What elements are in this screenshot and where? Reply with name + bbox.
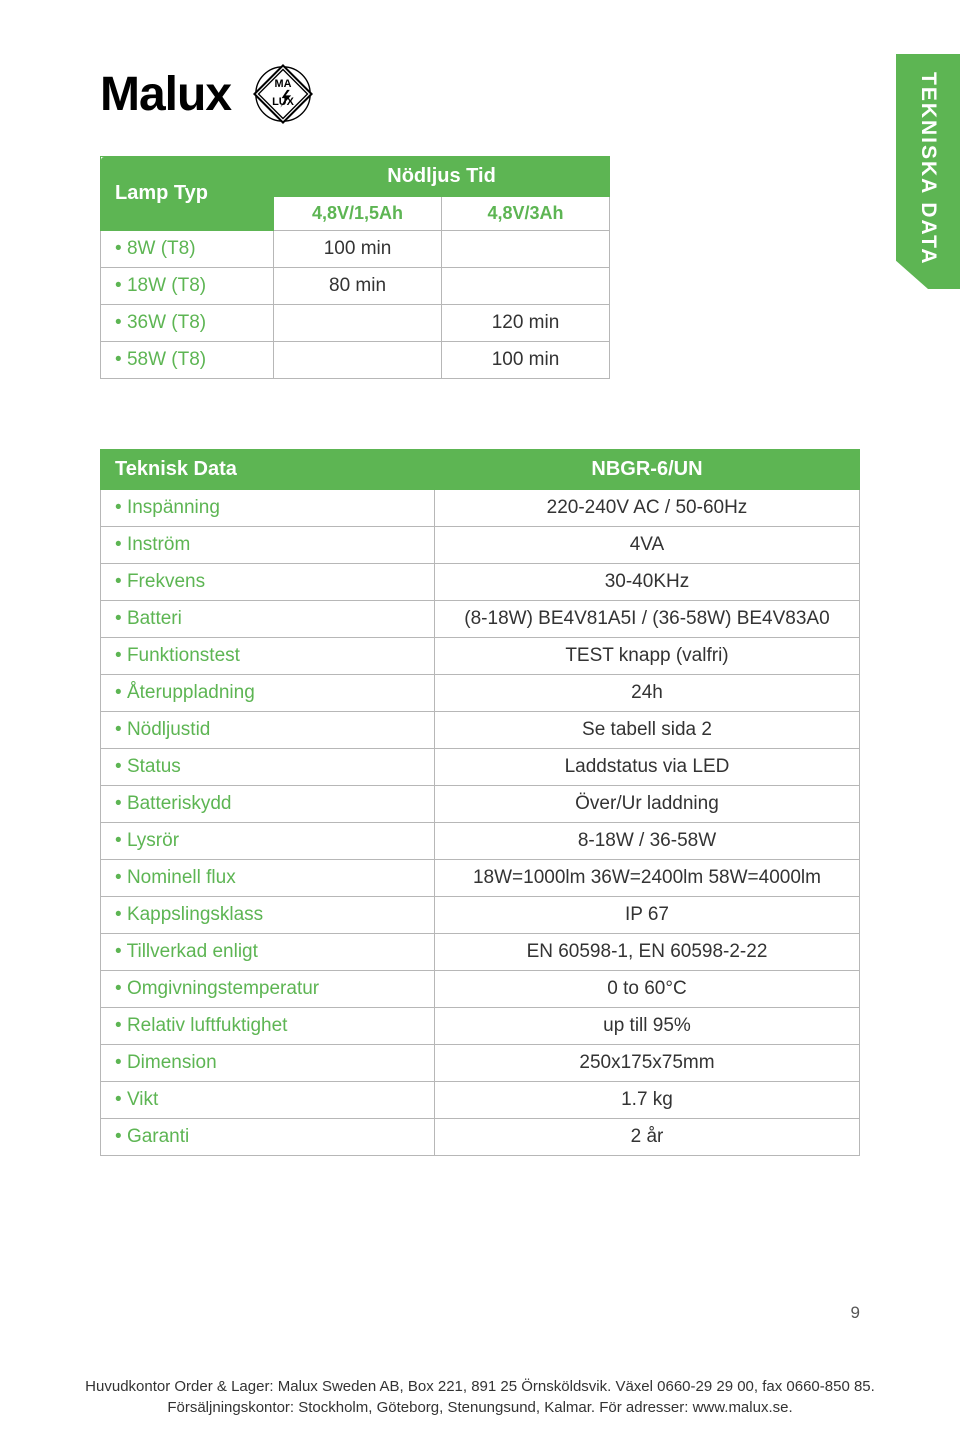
table-row: Nominell flux18W=1000lm 36W=2400lm 58W=4…: [101, 860, 860, 897]
table-row: KappslingsklassIP 67: [101, 897, 860, 934]
logo-row: Malux MA LUX: [100, 60, 860, 128]
t2-head-right: NBGR-6/UN: [434, 450, 859, 490]
t1-sub-left: 4,8V/1,5Ah: [274, 197, 442, 231]
row-value: Över/Ur laddning: [434, 786, 859, 823]
row-value: 120 min: [442, 305, 610, 342]
row-value: EN 60598-1, EN 60598-2-22: [434, 934, 859, 971]
row-label: 18W (T8): [101, 268, 274, 305]
t1-body: 8W (T8)100 min18W (T8)80 min36W (T8)120 …: [101, 231, 610, 379]
row-label: 58W (T8): [101, 342, 274, 379]
row-label: Batteri: [101, 601, 435, 638]
row-label: Inström: [101, 527, 435, 564]
row-value: [442, 231, 610, 268]
table-row: Batteri(8-18W) BE4V81A5I / (36-58W) BE4V…: [101, 601, 860, 638]
svg-text:MA: MA: [275, 78, 292, 90]
row-label: Status: [101, 749, 435, 786]
table-row: FunktionstestTEST knapp (valfri): [101, 638, 860, 675]
row-value: 30-40KHz: [434, 564, 859, 601]
table-row: Inspänning220-240V AC / 50-60Hz: [101, 490, 860, 527]
row-label: Vikt: [101, 1082, 435, 1119]
table-row: StatusLaddstatus via LED: [101, 749, 860, 786]
table-row: Lysrör8-18W / 36-58W: [101, 823, 860, 860]
row-value: 4VA: [434, 527, 859, 564]
row-label: Kappslingsklass: [101, 897, 435, 934]
t1-head-left: Lamp Typ: [101, 157, 274, 231]
spec-table: Teknisk Data NBGR-6/UN Inspänning220-240…: [100, 449, 860, 1156]
row-label: 36W (T8): [101, 305, 274, 342]
row-value: 220-240V AC / 50-60Hz: [434, 490, 859, 527]
row-value: [274, 305, 442, 342]
t1-sub-right: 4,8V/3Ah: [442, 197, 610, 231]
row-value: 0 to 60°C: [434, 971, 859, 1008]
row-value: Se tabell sida 2: [434, 712, 859, 749]
t1-head-right: Nödljus Tid: [274, 157, 610, 197]
row-value: TEST knapp (valfri): [434, 638, 859, 675]
footer-line-2: Försäljningskontor: Stockholm, Göteborg,…: [0, 1397, 960, 1419]
footer-line-1: Huvudkontor Order & Lager: Malux Sweden …: [0, 1376, 960, 1398]
row-value: 80 min: [274, 268, 442, 305]
table-row: Relativ luftfuktighetup till 95%: [101, 1008, 860, 1045]
row-label: Funktionstest: [101, 638, 435, 675]
brand-logo-text: Malux: [100, 67, 231, 122]
row-label: Lysrör: [101, 823, 435, 860]
row-label: Återuppladning: [101, 675, 435, 712]
row-label: Relativ luftfuktighet: [101, 1008, 435, 1045]
table-row: Garanti2 år: [101, 1119, 860, 1156]
row-label: Nödljustid: [101, 712, 435, 749]
row-label: Tillverkad enligt: [101, 934, 435, 971]
row-label: Nominell flux: [101, 860, 435, 897]
row-label: Dimension: [101, 1045, 435, 1082]
row-value: 100 min: [442, 342, 610, 379]
t2-body: Inspänning220-240V AC / 50-60HzInström4V…: [101, 490, 860, 1156]
table-row: 58W (T8) 100 min: [101, 342, 610, 379]
page-content: Malux MA LUX Lamp Typ Nödljus Tid 4,8V/1…: [0, 0, 960, 1156]
table-row: Tillverkad enligtEN 60598-1, EN 60598-2-…: [101, 934, 860, 971]
table-row: 18W (T8)80 min: [101, 268, 610, 305]
table-row: Vikt1.7 kg: [101, 1082, 860, 1119]
row-value: 18W=1000lm 36W=2400lm 58W=4000lm: [434, 860, 859, 897]
row-value: 2 år: [434, 1119, 859, 1156]
row-label: Inspänning: [101, 490, 435, 527]
row-value: up till 95%: [434, 1008, 859, 1045]
table-row: 8W (T8)100 min: [101, 231, 610, 268]
row-value: 8-18W / 36-58W: [434, 823, 859, 860]
table-row: BatteriskyddÖver/Ur laddning: [101, 786, 860, 823]
table-row: Dimension250x175x75mm: [101, 1045, 860, 1082]
row-label: Garanti: [101, 1119, 435, 1156]
table-row: Inström4VA: [101, 527, 860, 564]
row-value: IP 67: [434, 897, 859, 934]
row-value: [442, 268, 610, 305]
lamp-type-table: Lamp Typ Nödljus Tid 4,8V/1,5Ah 4,8V/3Ah…: [100, 156, 610, 379]
row-value: [274, 342, 442, 379]
table-row: NödljustidSe tabell sida 2: [101, 712, 860, 749]
row-value: Laddstatus via LED: [434, 749, 859, 786]
table-row: Återuppladning24h: [101, 675, 860, 712]
row-value: 24h: [434, 675, 859, 712]
row-value: 250x175x75mm: [434, 1045, 859, 1082]
row-label: Frekvens: [101, 564, 435, 601]
row-value: (8-18W) BE4V81A5I / (36-58W) BE4V83A0: [434, 601, 859, 638]
brand-logo-icon: MA LUX: [249, 60, 317, 128]
row-label: 8W (T8): [101, 231, 274, 268]
table-row: Frekvens30-40KHz: [101, 564, 860, 601]
row-label: Batteriskydd: [101, 786, 435, 823]
row-value: 100 min: [274, 231, 442, 268]
page-number: 9: [851, 1303, 860, 1323]
footer: Huvudkontor Order & Lager: Malux Sweden …: [0, 1376, 960, 1420]
row-value: 1.7 kg: [434, 1082, 859, 1119]
table-row: Omgivningstemperatur0 to 60°C: [101, 971, 860, 1008]
table-row: 36W (T8) 120 min: [101, 305, 610, 342]
t2-head-left: Teknisk Data: [101, 450, 435, 490]
row-label: Omgivningstemperatur: [101, 971, 435, 1008]
